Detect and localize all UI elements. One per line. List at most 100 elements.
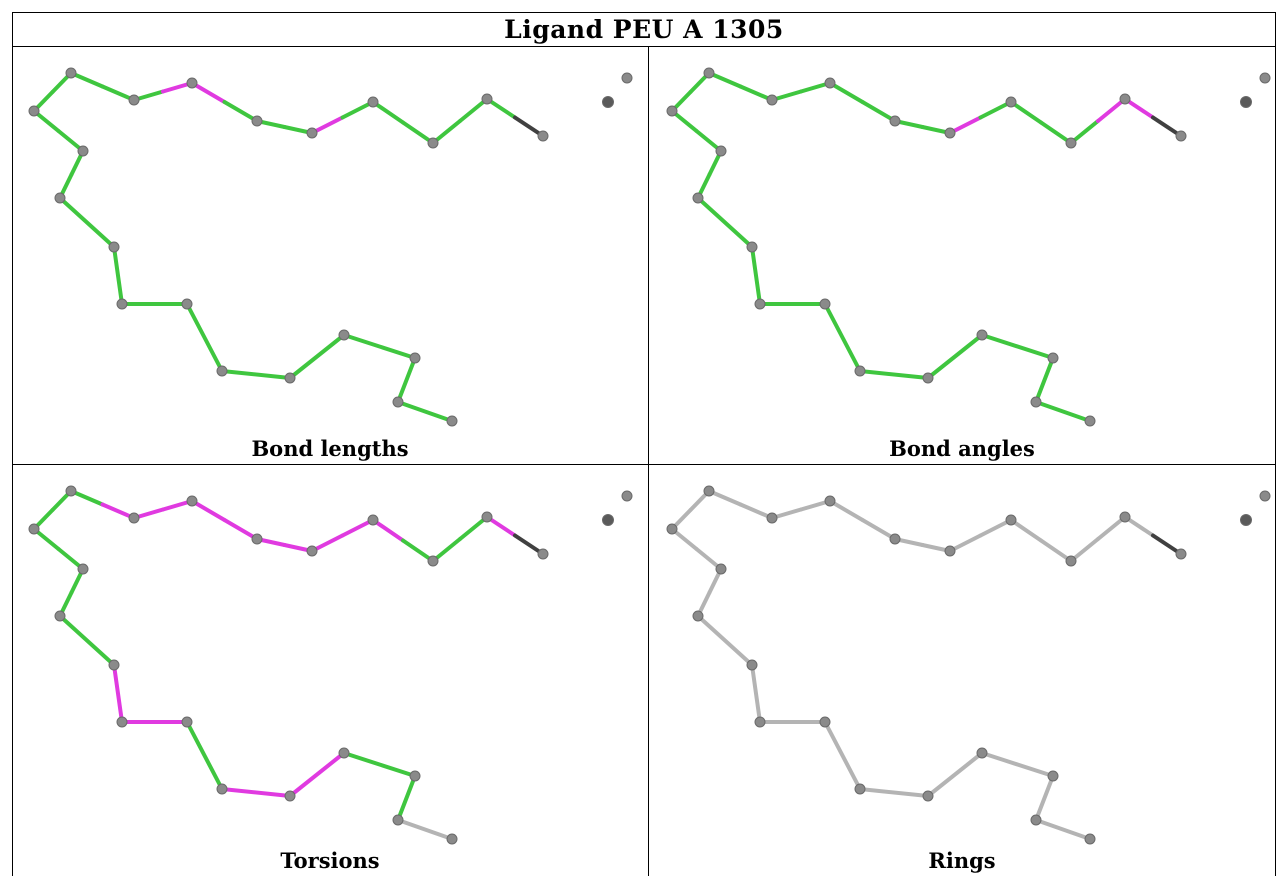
atom [824, 77, 836, 89]
caption-bond-angles: Bond angles [889, 436, 1035, 461]
atom [338, 329, 350, 341]
bond-segment [396, 400, 454, 423]
bond-segment [1123, 97, 1155, 120]
atom [889, 115, 901, 127]
bond-segment [310, 533, 345, 553]
atom [692, 610, 704, 622]
bond-segment [58, 614, 116, 667]
bond-segment [1151, 533, 1183, 556]
bond-segment [220, 369, 292, 380]
bond-segment [980, 751, 1055, 778]
atom [28, 105, 40, 117]
bond-segment [696, 614, 754, 667]
bond-segment [340, 518, 375, 538]
bond-segment [1009, 518, 1043, 543]
atom [186, 77, 198, 89]
atom [766, 512, 778, 524]
atom [1065, 137, 1077, 149]
bond-segment [431, 119, 462, 145]
bond-segment [980, 333, 1055, 360]
atom [284, 790, 296, 802]
atom [715, 563, 727, 575]
atom [1047, 770, 1059, 782]
bond-segment [100, 502, 136, 520]
bond-segment [1096, 515, 1127, 541]
bond-segment [1123, 515, 1155, 538]
atom [409, 352, 421, 364]
atom [703, 485, 715, 497]
atom [754, 716, 766, 728]
atom [602, 514, 614, 526]
atom [621, 72, 633, 84]
atom [766, 94, 778, 106]
atom [621, 490, 633, 502]
atom [65, 485, 77, 497]
bond-segment [396, 774, 417, 822]
atom [427, 137, 439, 149]
bond-segment [112, 245, 124, 306]
bond-segment [185, 302, 224, 373]
bond-segment [112, 663, 124, 724]
bond-segment [371, 518, 405, 543]
atom [1240, 96, 1252, 108]
atom [251, 533, 263, 545]
bond-segment [1034, 400, 1092, 423]
bond-segment [69, 489, 105, 507]
bond-segment [340, 100, 375, 120]
atom [666, 523, 678, 535]
atom [181, 716, 193, 728]
atom [754, 298, 766, 310]
bond-segment [371, 100, 405, 125]
bond-segment [401, 538, 435, 563]
bond-segment [513, 115, 545, 138]
atom [108, 659, 120, 671]
bond-segment [288, 333, 346, 380]
atom [1175, 548, 1187, 560]
atom [128, 94, 140, 106]
bond-segment [342, 751, 417, 778]
atom [922, 372, 934, 384]
bond-segment [220, 787, 292, 798]
atom [1119, 93, 1131, 105]
table-title: Ligand PEU A 1305 [504, 14, 784, 44]
atom [1030, 396, 1042, 408]
atom [944, 127, 956, 139]
bond-segment [288, 751, 346, 798]
atom [181, 298, 193, 310]
bond-segment [860, 518, 897, 541]
atom [446, 415, 458, 427]
atom [367, 514, 379, 526]
bond-segment [222, 100, 259, 123]
atom [1005, 96, 1017, 108]
atom [65, 67, 77, 79]
bond-segment [858, 369, 930, 380]
border-left [12, 12, 13, 876]
atom [1065, 555, 1077, 567]
atom [427, 555, 439, 567]
atom [692, 192, 704, 204]
atom [854, 783, 866, 795]
bond-segment [828, 499, 865, 522]
atom [77, 145, 89, 157]
panel-bond-lengths: Bond lengths [12, 46, 648, 464]
bond-segment [1034, 818, 1092, 841]
bond-segment [342, 333, 417, 360]
bond-segment [190, 81, 227, 104]
atom [1175, 130, 1187, 142]
atom [116, 298, 128, 310]
bond-segment [1069, 537, 1100, 563]
bond-segment [396, 356, 417, 404]
bond-segment [926, 751, 984, 798]
atom [306, 545, 318, 557]
atom [481, 511, 493, 523]
row-divider [12, 464, 1276, 465]
bond-segment [926, 333, 984, 380]
bond-segment [190, 499, 227, 522]
atom [367, 96, 379, 108]
atom [1259, 490, 1271, 502]
bond-segment [401, 120, 435, 145]
atom [1005, 514, 1017, 526]
ligand-report-table: Ligand PEU A 1305 Bond lengths Bond angl… [12, 12, 1276, 876]
atom [889, 533, 901, 545]
bond-segment [738, 84, 774, 102]
